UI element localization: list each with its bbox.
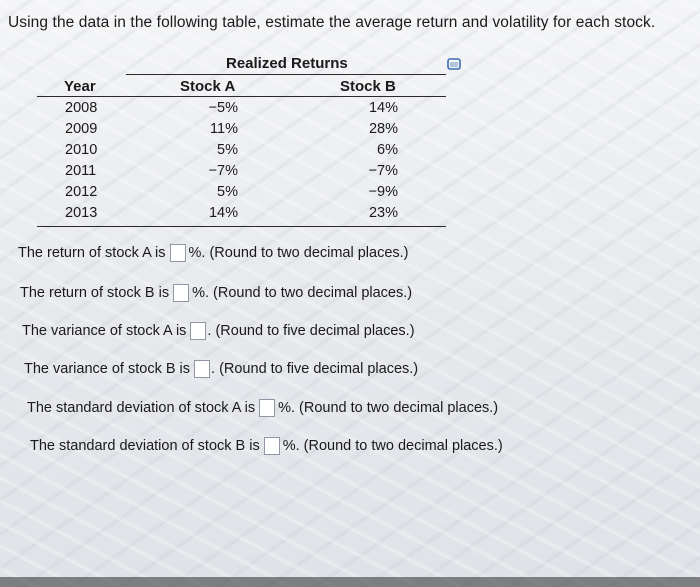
variance-stock-b-instruction: . (Round to five decimal places.) [211,361,419,377]
return-stock-b-label: The return of stock B is [20,285,170,301]
variance-stock-a-line: The variance of stock A is . (Round to fi… [22,322,415,340]
year-cell: 2010 [65,142,98,158]
return-stock-a-line: The return of stock A is %. (Round to two… [18,244,409,262]
std-dev-stock-b-label: The standard deviation of stock B is [30,438,260,454]
year-cell: 2008 [65,100,98,116]
return-stock-a-instruction: %. (Round to two decimal places.) [188,245,409,261]
std-dev-stock-b-input[interactable] [263,437,280,455]
year-cell: 2011 [65,163,97,179]
caption-rule [126,74,446,75]
stock-b-cell: 6% [377,142,398,158]
variance-stock-b-label: The variance of stock B is [24,361,191,377]
stock-b-cell: −9% [368,184,398,200]
year-cell: 2012 [65,184,98,200]
return-stock-a-label: The return of stock A is [18,245,166,261]
year-cell: 2013 [65,205,98,221]
variance-stock-b-line: The variance of stock B is . (Round to fi… [24,360,418,378]
stock-a-cell: −7% [208,163,238,179]
stock-b-cell: 14% [368,100,398,116]
variance-stock-a-instruction: . (Round to five decimal places.) [207,323,415,339]
variance-stock-a-input[interactable] [190,322,207,340]
return-stock-a-input[interactable] [169,244,186,262]
std-dev-stock-a-label: The standard deviation of stock A is [27,400,256,416]
stock-a-cell: −5% [208,100,238,116]
variance-stock-a-label: The variance of stock A is [22,323,187,339]
stock-a-cell: 11% [210,121,238,137]
std-dev-stock-b-line: The standard deviation of stock B is %. (… [30,437,503,455]
stock-b-cell: 23% [368,205,398,221]
return-stock-b-input[interactable] [173,284,190,302]
table-caption: Realized Returns [226,55,348,72]
header-stock-a: Stock A [180,78,236,95]
expand-table-icon[interactable] [447,57,461,71]
screen-bezel [0,577,700,587]
stock-b-cell: −7% [368,163,398,179]
stock-a-cell: 14% [208,205,238,221]
std-dev-stock-b-instruction: %. (Round to two decimal places.) [282,438,503,454]
header-rule [37,96,446,97]
return-stock-b-instruction: %. (Round to two decimal places.) [192,285,413,301]
std-dev-stock-a-input[interactable] [259,399,276,417]
return-stock-b-line: The return of stock B is %. (Round to two… [20,284,412,302]
header-year: Year [64,78,96,95]
stock-a-cell: 5% [217,184,238,200]
std-dev-stock-a-instruction: %. (Round to two decimal places.) [278,400,499,416]
question-text: Using the data in the following table, e… [8,14,656,31]
std-dev-stock-a-line: The standard deviation of stock A is %. (… [27,399,498,417]
variance-stock-b-input[interactable] [194,360,211,378]
table-bottom-rule [37,226,446,227]
year-cell: 2009 [65,121,98,137]
stock-a-cell: 5% [217,142,238,158]
header-stock-b: Stock B [340,78,396,95]
stock-b-cell: 28% [368,121,398,137]
